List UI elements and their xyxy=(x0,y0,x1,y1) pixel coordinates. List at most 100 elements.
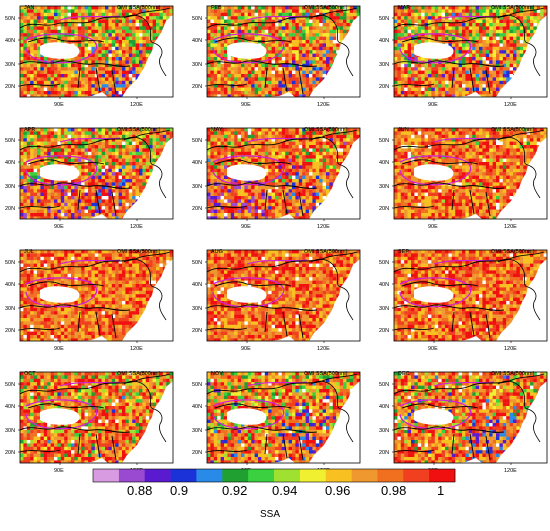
lat-label: 30N xyxy=(5,306,16,312)
month-label: FEB xyxy=(211,5,222,11)
product-label: OMI SSA(500nm) xyxy=(304,371,348,377)
lat-label: 20N xyxy=(192,206,203,212)
lat-label: 40N xyxy=(5,282,16,288)
lat-label: 50N xyxy=(192,138,203,144)
lon-label: 120E xyxy=(504,346,517,352)
lat-label: 20N xyxy=(192,84,203,90)
month-label: MAY xyxy=(211,127,223,133)
map-panel-jun: JUN OMI SSA(500nm) 50N 40N 30N 20N 90E 120E xyxy=(374,125,549,235)
month-label: MAR xyxy=(398,5,411,11)
lat-label: 20N xyxy=(5,84,16,90)
lat-label: 40N xyxy=(5,160,16,166)
lat-label: 30N xyxy=(5,62,16,68)
lat-label: 20N xyxy=(192,450,203,456)
lat-label: 20N xyxy=(192,328,203,334)
lat-label: 50N xyxy=(379,138,390,144)
month-label: OCT xyxy=(24,371,36,377)
lon-label: 90E xyxy=(428,224,438,230)
lat-label: 50N xyxy=(379,382,390,388)
lat-label: 30N xyxy=(192,184,203,190)
lon-label: 120E xyxy=(504,468,517,474)
product-label: OMI SSA(500nm) xyxy=(304,249,348,255)
lon-label: 120E xyxy=(130,102,143,108)
lat-label: 50N xyxy=(5,138,16,144)
colorbar-tick: 0.9 xyxy=(170,483,189,498)
lat-label: 40N xyxy=(379,160,390,166)
lat-label: 40N xyxy=(192,404,203,410)
lon-label: 120E xyxy=(317,102,330,108)
map-panel-may: MAY OMI SSA(500nm) 50N 40N 30N 20N 90E 120E xyxy=(187,125,362,235)
colorbar-swatch xyxy=(170,469,197,482)
lat-label: 30N xyxy=(5,428,16,434)
month-label: JUN xyxy=(398,127,409,133)
lat-label: 30N xyxy=(379,184,390,190)
ssa-map xyxy=(18,127,174,221)
colorbar-tick: 0.96 xyxy=(325,483,351,498)
lon-label: 120E xyxy=(317,224,330,230)
colorbar-swatch xyxy=(93,469,120,482)
map-panel-sep: SEP OMI SSA(500nm) 50N 40N 30N 20N 90E 120E xyxy=(374,247,549,357)
colorbar-swatch xyxy=(351,469,378,482)
lat-label: 30N xyxy=(192,62,203,68)
product-label: OMI SSA(500nm) xyxy=(491,371,535,377)
colorbar-swatch xyxy=(144,469,171,482)
product-label: OMI SSA(500nm) xyxy=(491,5,535,11)
colorbar-swatch xyxy=(118,469,146,482)
ssa-map xyxy=(18,371,174,465)
month-label: NOV xyxy=(211,371,223,377)
map-panel-jul: JUL OMI SSA(500nm) 50N 40N 30N 20N 90E 120E xyxy=(0,247,175,357)
colorbar-label: SSA xyxy=(260,509,281,520)
lat-label: 50N xyxy=(379,16,390,22)
lon-label: 90E xyxy=(241,102,251,108)
lat-label: 40N xyxy=(379,282,390,288)
colorbar-swatch xyxy=(299,469,327,482)
ssa-map xyxy=(392,371,548,465)
ssa-map xyxy=(205,371,361,465)
lat-label: 50N xyxy=(192,260,203,266)
colorbar-swatch xyxy=(325,469,352,482)
product-label: OMI SSA(500nm) xyxy=(117,5,161,11)
lat-label: 30N xyxy=(5,184,16,190)
lat-label: 30N xyxy=(192,306,203,312)
lat-label: 50N xyxy=(5,382,16,388)
map-panel-jan: JAN OMI SSA(500nm) 50N 40N 30N 20N 90E 120E xyxy=(0,3,175,113)
product-label: OMI SSA(500nm) xyxy=(491,249,535,255)
lon-label: 90E xyxy=(54,346,64,352)
ssa-map xyxy=(392,5,548,99)
colorbar-tick: 0.92 xyxy=(222,483,248,498)
lon-label: 120E xyxy=(130,224,143,230)
month-label: JAN xyxy=(24,5,35,11)
lat-label: 40N xyxy=(192,38,203,44)
month-label: SEP xyxy=(398,249,410,255)
lat-label: 30N xyxy=(379,62,390,68)
map-panel-mar: MAR OMI SSA(500nm) 50N 40N 30N 20N 90E 120E xyxy=(374,3,549,113)
colorbar-swatch xyxy=(248,469,275,482)
lat-label: 40N xyxy=(192,160,203,166)
ssa-map xyxy=(205,127,361,221)
colorbar-swatch xyxy=(274,469,301,482)
colorbar-swatch xyxy=(377,469,404,482)
lon-label: 90E xyxy=(428,102,438,108)
lat-label: 20N xyxy=(379,328,390,334)
map-panel-aug: AUG OMI SSA(500nm) 50N 40N 30N 20N 90E 120E xyxy=(187,247,362,357)
lon-label: 90E xyxy=(54,102,64,108)
map-panel-feb: FEB OMI SSA(500nm) 50N 40N 30N 20N 90E 120E xyxy=(187,3,362,113)
colorbar-tick: 0.88 xyxy=(127,483,153,498)
ssa-map xyxy=(392,249,548,343)
lat-label: 40N xyxy=(379,38,390,44)
lon-label: 90E xyxy=(241,224,251,230)
lat-label: 30N xyxy=(379,306,390,312)
product-label: OMI SSA(500nm) xyxy=(117,127,161,133)
ssa-map xyxy=(205,5,361,99)
lat-label: 40N xyxy=(379,404,390,410)
ssa-map xyxy=(18,5,174,99)
lat-label: 50N xyxy=(379,260,390,266)
map-panel-apr: APR OMI SSA(500nm) 50N 40N 30N 20N 90E 120E xyxy=(0,125,175,235)
lat-label: 20N xyxy=(5,328,16,334)
colorbar-tick: 0.94 xyxy=(272,483,298,498)
product-label: OMI SSA(500nm) xyxy=(491,127,535,133)
ssa-map xyxy=(18,249,174,343)
lat-label: 20N xyxy=(379,450,390,456)
